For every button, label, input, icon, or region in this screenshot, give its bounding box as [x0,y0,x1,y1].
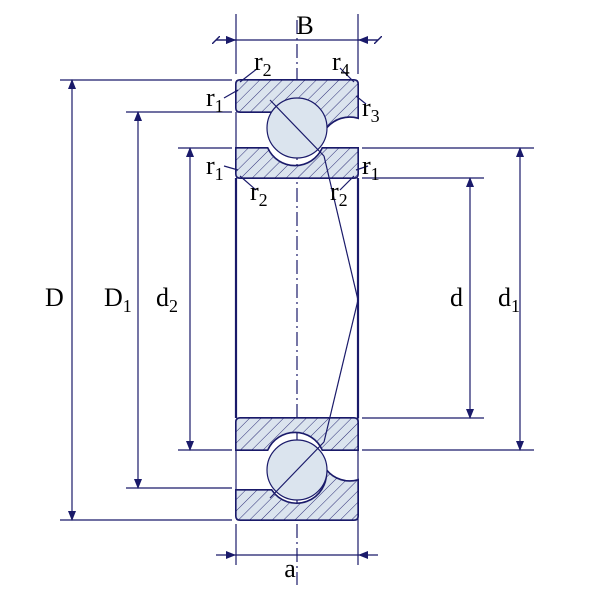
r-up-right: r [362,93,371,122]
svg-text:r2: r2 [330,177,348,210]
r-up-left: r [206,83,215,112]
svg-text:B: B [296,11,313,40]
label-d2-sym: d [156,283,169,312]
label-D: D [45,283,64,312]
svg-text:d: d [450,283,463,312]
svg-text:r1: r1 [206,151,224,184]
label-D1-sym: D [104,283,123,312]
svg-text:r4: r4 [332,47,350,80]
label-d1-sub: 1 [511,296,520,316]
label-a: a [284,554,296,583]
r-bot-right: r [330,177,339,206]
dim-d2 [178,148,232,450]
top-section [236,80,358,178]
svg-text:d1: d1 [498,283,520,316]
svg-text:r2: r2 [254,47,272,80]
svg-text:r3: r3 [362,93,380,126]
r-low-left: r [206,151,215,180]
label-B: B [296,11,313,40]
svg-text:r2: r2 [250,177,268,210]
label-D1-sub: 1 [123,296,132,316]
svg-text:D1: D1 [104,283,132,316]
label-d2-sub: 2 [169,296,178,316]
label-d1-sym: d [498,283,511,312]
r-top-left: r [254,47,263,76]
svg-text:r1: r1 [206,83,224,116]
r-bot-left: r [250,177,259,206]
svg-text:d2: d2 [156,283,178,316]
svg-text:a: a [284,554,296,583]
bearing-diagram: B D D1 d2 d d1 [0,0,600,600]
dim-d [362,178,484,418]
r-top-right: r [332,47,341,76]
dim-D [60,80,232,520]
svg-text:r1: r1 [362,151,380,184]
svg-text:D: D [45,283,64,312]
label-d: d [450,283,463,312]
r-low-right: r [362,151,371,180]
